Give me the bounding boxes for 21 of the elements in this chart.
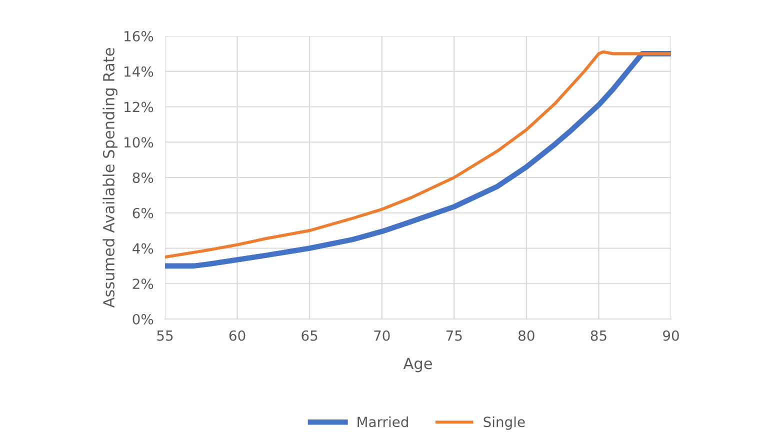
y-tick-label: 6% bbox=[132, 208, 154, 218]
x-tick-label: 65 bbox=[302, 330, 318, 341]
y-tick-label: 8% bbox=[132, 172, 154, 183]
x-tick-label: 60 bbox=[229, 330, 246, 341]
y-tick-label: 12% bbox=[124, 102, 154, 112]
x-axis-title: Age bbox=[403, 358, 432, 372]
y-axis-title: Assumed Available Spending Rate bbox=[102, 48, 118, 308]
y-tick-label: 2% bbox=[132, 278, 154, 290]
x-tick-label: 75 bbox=[446, 330, 462, 341]
x-tick-label: 90 bbox=[663, 330, 679, 341]
legend-label: Single bbox=[484, 416, 525, 430]
legend-label: Married bbox=[358, 416, 408, 428]
y-tick-label: 0% bbox=[132, 314, 154, 324]
y-tick-label: 4% bbox=[132, 243, 154, 254]
y-tick-label: 16% bbox=[124, 30, 154, 42]
x-tick-label: 70 bbox=[374, 330, 390, 341]
x-tick-label: 85 bbox=[590, 330, 606, 341]
x-tick-label: 55 bbox=[157, 330, 173, 341]
y-tick-label: 10% bbox=[124, 137, 154, 148]
x-tick-label: 80 bbox=[518, 330, 534, 341]
y-tick-label: 14% bbox=[124, 66, 154, 77]
